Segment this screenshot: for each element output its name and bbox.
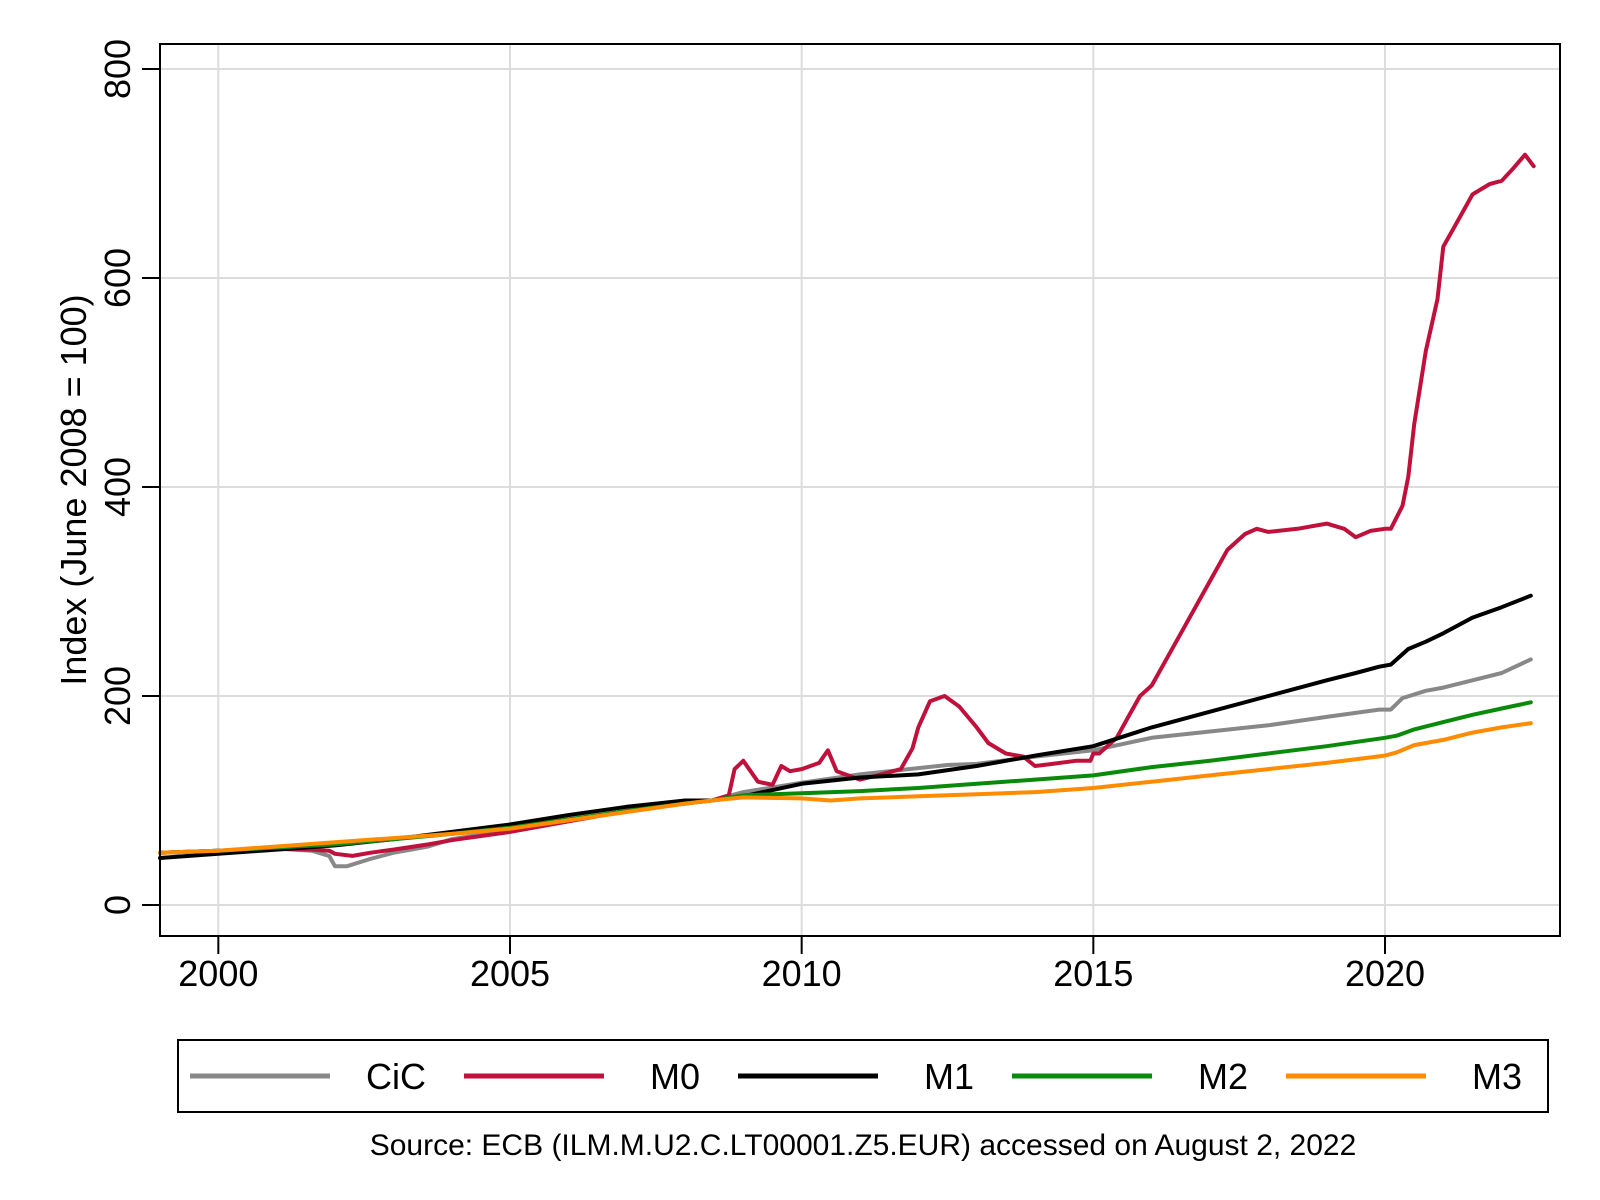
legend-label-cic: CiC (366, 1056, 426, 1097)
x-tick-label: 2005 (470, 953, 550, 994)
y-tick-label: 600 (97, 248, 138, 308)
legend-label-m1: M1 (924, 1056, 974, 1097)
x-tick-label: 2015 (1053, 953, 1133, 994)
y-tick-label: 400 (97, 457, 138, 517)
x-tick-label: 2010 (762, 953, 842, 994)
x-tick-label: 2020 (1345, 953, 1425, 994)
plot-frame (159, 43, 1561, 937)
series-line-cic (158, 657, 1533, 869)
legend-label-m3: M3 (1472, 1056, 1522, 1097)
series-line-m3 (158, 721, 1533, 855)
y-axis-label: Index (June 2008 = 100) (53, 294, 94, 685)
legend-label-m2: M2 (1198, 1056, 1248, 1097)
legend: CiC M0 M1 M2 M3 (190, 1056, 1522, 1097)
y-tick-label: 0 (97, 895, 138, 915)
grid-lines (160, 44, 1560, 936)
series-line-m1 (158, 593, 1533, 860)
legend-label-m0: M0 (650, 1056, 700, 1097)
series-line-m0 (158, 152, 1536, 858)
source-note: Source: ECB (ILM.M.U2.C.LT00001.Z5.EUR) … (370, 1129, 1357, 1162)
y-tick-label: 800 (97, 39, 138, 99)
series-lines (158, 152, 1536, 869)
legend-box (177, 1039, 1549, 1113)
axes: 0 200 400 600 800 2000 2005 2010 2015 2020 (97, 39, 1425, 994)
y-tick-label: 200 (97, 666, 138, 726)
x-tick-label: 2000 (178, 953, 258, 994)
